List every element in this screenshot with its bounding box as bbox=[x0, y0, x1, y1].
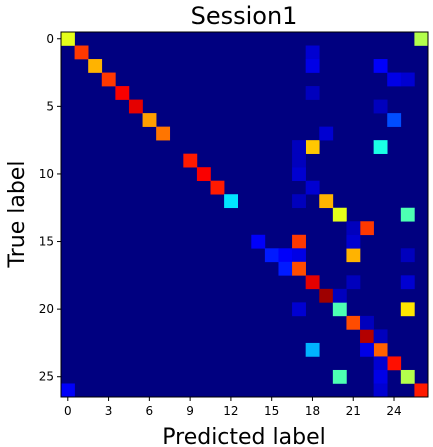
heatmap-cell bbox=[292, 140, 306, 154]
y-tick-label: 20 bbox=[39, 302, 54, 316]
heatmap-cell bbox=[332, 302, 347, 317]
chart-title: Session1 bbox=[191, 2, 298, 30]
heatmap-cell bbox=[88, 59, 103, 73]
heatmap-cell bbox=[128, 99, 143, 114]
heatmap-cell bbox=[305, 59, 320, 73]
heatmap-cell bbox=[292, 261, 306, 276]
x-tick-label: 0 bbox=[64, 404, 72, 418]
x-tick-label: 9 bbox=[186, 404, 194, 418]
heatmap-cell bbox=[305, 275, 320, 290]
plot-frame bbox=[60, 31, 429, 398]
heatmap-cell bbox=[360, 329, 374, 344]
heatmap-cell bbox=[387, 72, 402, 87]
heatmap-cell bbox=[373, 59, 388, 73]
heatmap-cell bbox=[183, 153, 198, 168]
heatmap-cell bbox=[400, 302, 415, 317]
heatmap-cell bbox=[224, 194, 238, 209]
heatmap-cell bbox=[196, 167, 211, 182]
heatmap-cell bbox=[373, 140, 388, 154]
y-tick-label: 10 bbox=[39, 167, 54, 181]
heatmap-cell bbox=[74, 45, 89, 60]
heatmap-cell bbox=[400, 72, 415, 87]
heatmap-cell bbox=[305, 140, 320, 154]
heatmap-cell bbox=[360, 342, 374, 357]
y-tick-label: 5 bbox=[46, 99, 54, 113]
x-tick-label: 21 bbox=[346, 404, 361, 418]
heatmap-cell bbox=[360, 315, 374, 330]
x-tick-label: 12 bbox=[223, 404, 238, 418]
x-tick-label: 15 bbox=[264, 404, 279, 418]
heatmap-cell bbox=[373, 329, 388, 344]
heatmap-cell bbox=[142, 113, 157, 127]
heatmap-cell bbox=[292, 194, 306, 209]
y-axis-label: True label bbox=[5, 161, 30, 269]
heatmap-cell bbox=[373, 99, 388, 114]
heatmap-cell bbox=[264, 248, 279, 263]
heatmap-cell bbox=[373, 383, 388, 398]
heatmap-cell bbox=[278, 261, 293, 276]
heatmap-cell bbox=[319, 194, 334, 209]
heatmap-cell bbox=[346, 275, 361, 290]
heatmap-cell bbox=[332, 288, 347, 303]
x-axis-ticks: 0 3 6 9 12 15 18 21 24 bbox=[64, 397, 402, 418]
heatmap-cell bbox=[278, 248, 293, 263]
heatmap-cell bbox=[101, 72, 116, 87]
x-tick-label: 6 bbox=[146, 404, 154, 418]
x-tick-label: 3 bbox=[105, 404, 113, 418]
heatmap-cell bbox=[346, 248, 361, 263]
heatmap-cell bbox=[292, 153, 306, 168]
heatmap-cell bbox=[373, 369, 388, 384]
y-tick-label: 0 bbox=[46, 32, 54, 46]
heatmap-cells bbox=[61, 32, 429, 398]
heatmap-cell bbox=[305, 180, 320, 195]
heatmap-cell bbox=[332, 207, 347, 222]
heatmap-cell bbox=[319, 288, 334, 303]
heatmap-cell bbox=[346, 221, 361, 236]
heatmap-cell bbox=[400, 369, 415, 384]
heatmap-cell bbox=[400, 207, 415, 222]
heatmap-cell bbox=[292, 167, 306, 182]
x-axis-label: Predicted label bbox=[162, 425, 325, 447]
x-tick-label: 24 bbox=[386, 404, 401, 418]
heatmap-cell bbox=[115, 86, 130, 100]
heatmap-cell bbox=[61, 32, 75, 46]
heatmap-cell bbox=[346, 315, 361, 330]
heatmap-cell bbox=[319, 126, 334, 141]
x-tick-label: 18 bbox=[305, 404, 320, 418]
heatmap-cell bbox=[387, 113, 402, 127]
heatmap-cell bbox=[400, 275, 415, 290]
heatmap-cell bbox=[292, 302, 306, 317]
heatmap-cell bbox=[210, 180, 225, 195]
heatmap-cell bbox=[251, 234, 266, 249]
heatmap-cell bbox=[373, 356, 388, 371]
heatmap-cell bbox=[414, 32, 429, 46]
heatmap-cell bbox=[305, 342, 320, 357]
heatmap-cell bbox=[305, 86, 320, 100]
y-axis-ticks: 0 5 10 15 20 25 bbox=[39, 32, 61, 384]
heatmap-cell bbox=[156, 126, 171, 141]
y-tick-label: 15 bbox=[39, 235, 54, 249]
heatmap-cell bbox=[292, 248, 306, 263]
heatmap-cell bbox=[292, 234, 306, 249]
heatmap-cell bbox=[305, 45, 320, 60]
heatmap-cell bbox=[61, 383, 75, 398]
heatmap-cell bbox=[360, 221, 374, 236]
heatmap-cell bbox=[373, 342, 388, 357]
heatmap-cell bbox=[387, 356, 402, 371]
heatmap-cell bbox=[332, 369, 347, 384]
heatmap-cell bbox=[414, 383, 429, 398]
y-tick-label: 25 bbox=[39, 370, 54, 384]
heatmap-cell bbox=[346, 234, 361, 249]
heatmap-cell bbox=[400, 248, 415, 263]
